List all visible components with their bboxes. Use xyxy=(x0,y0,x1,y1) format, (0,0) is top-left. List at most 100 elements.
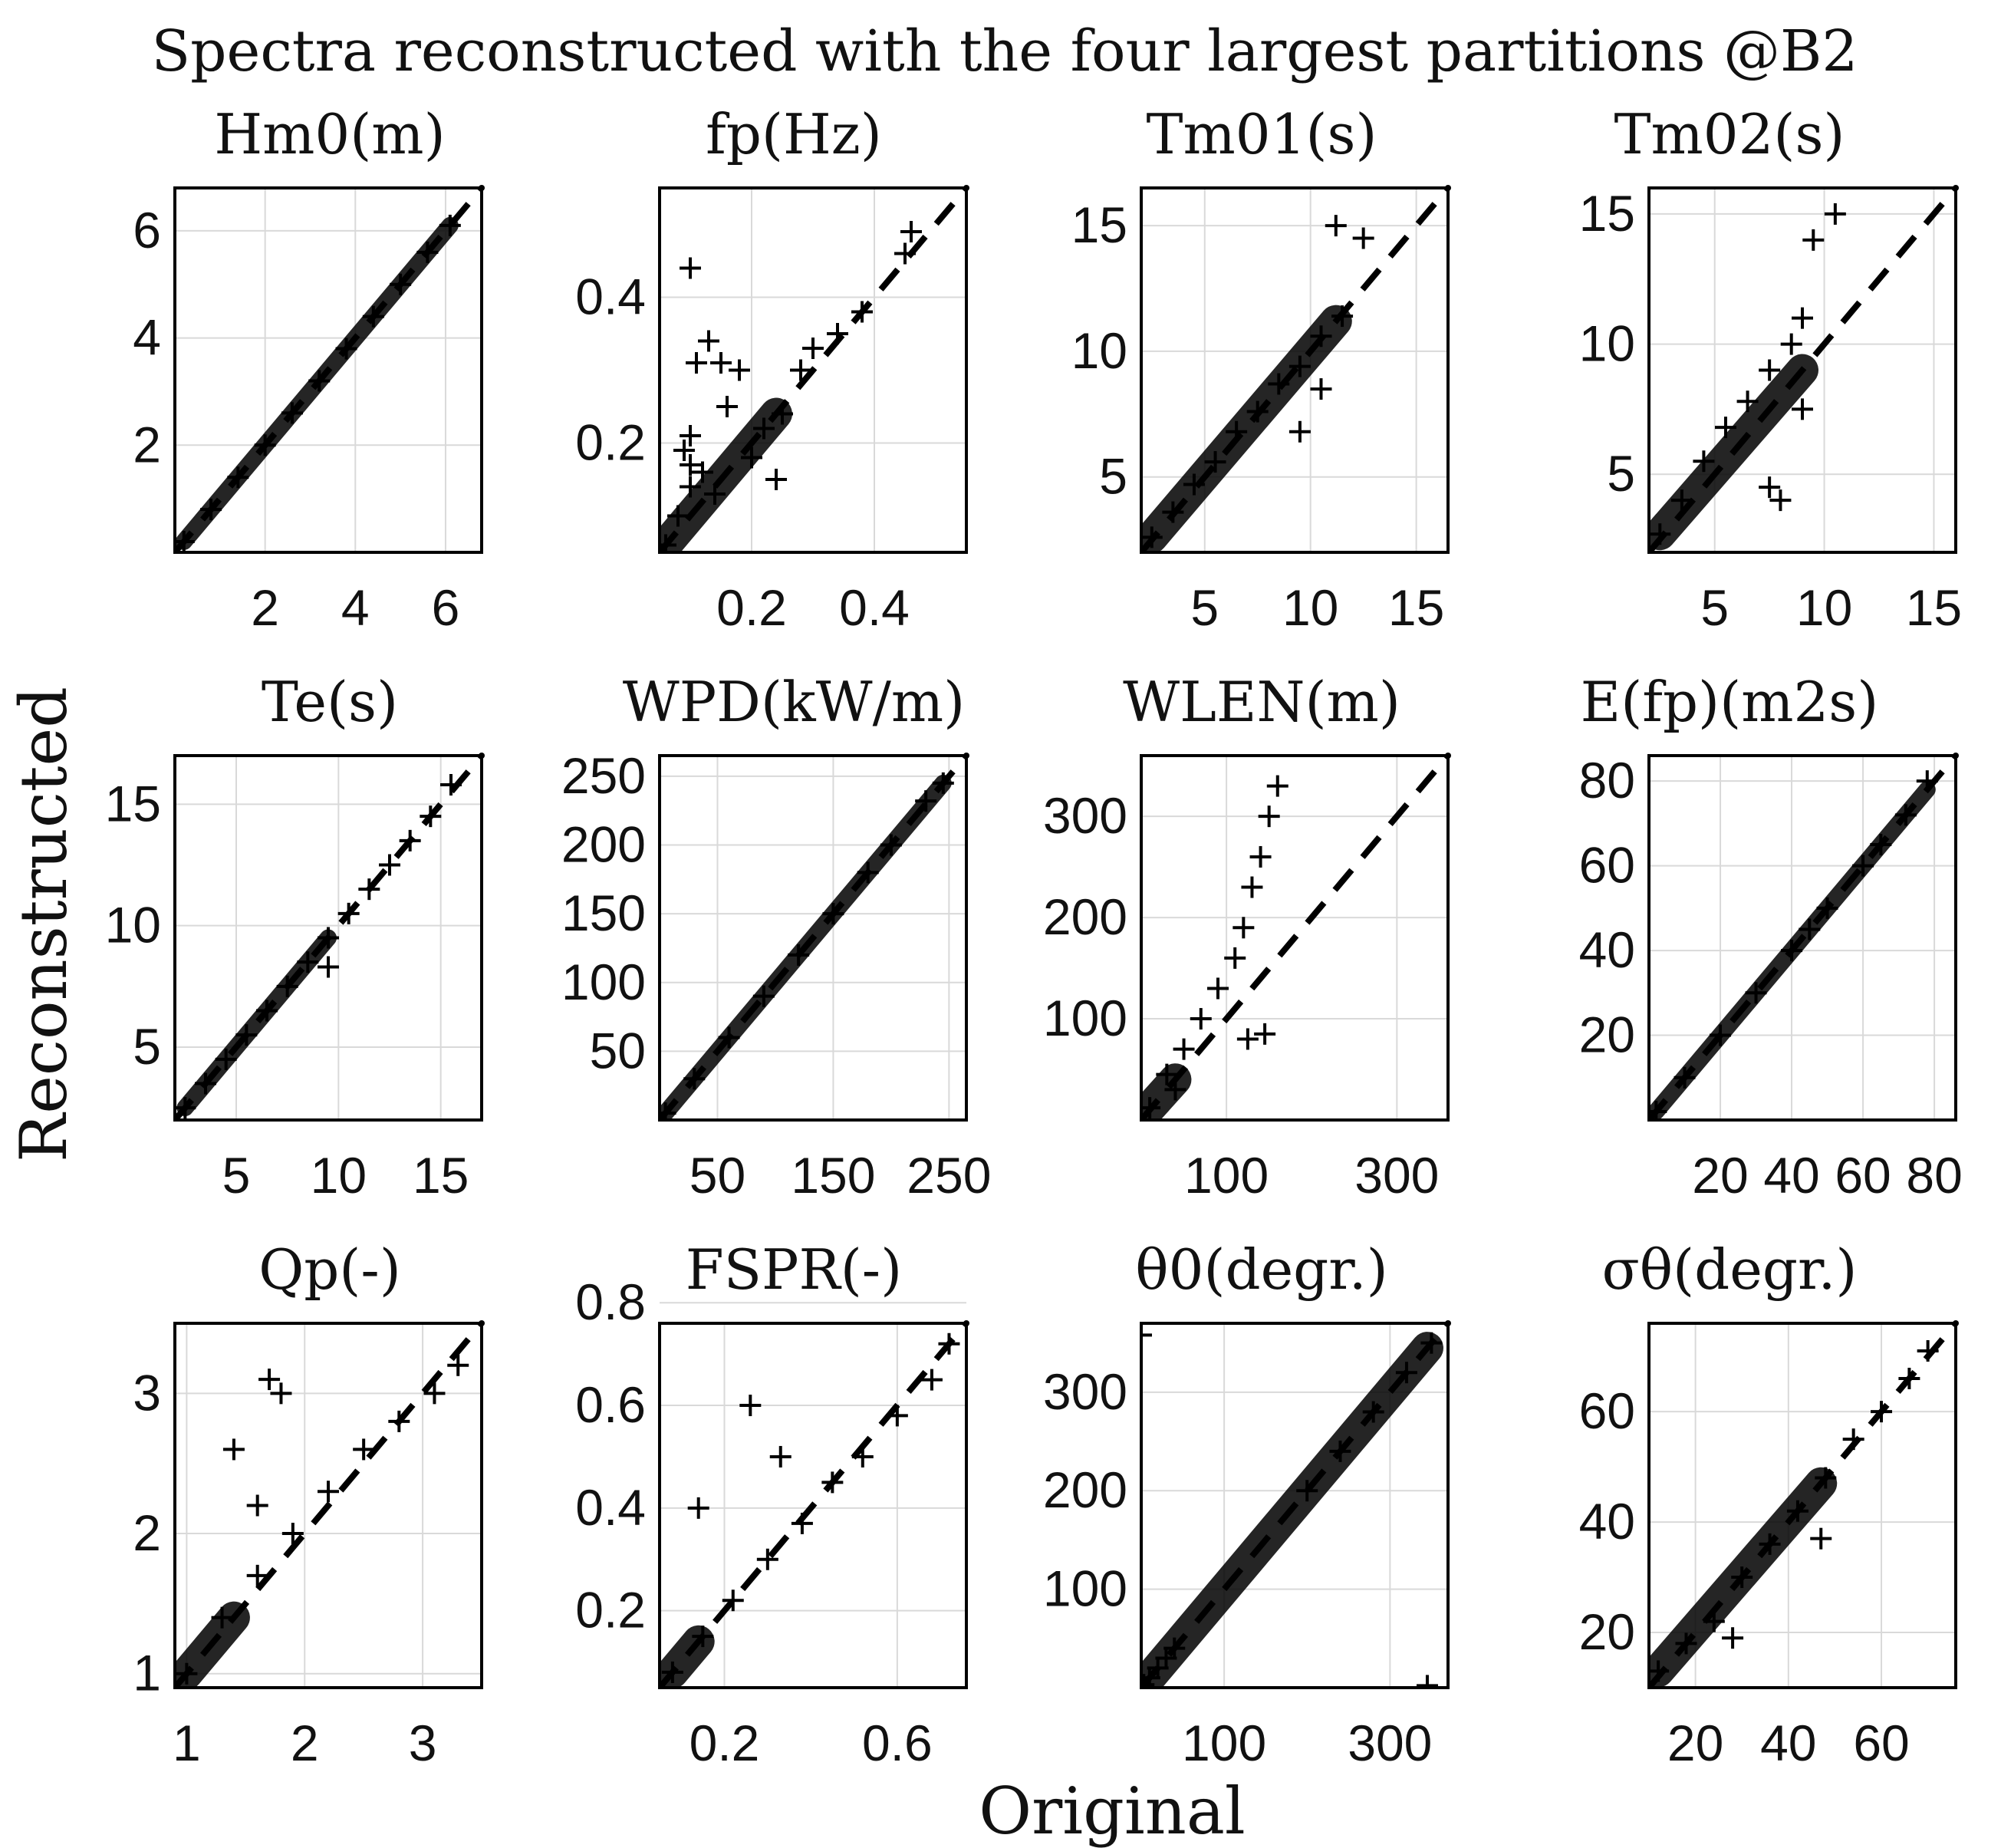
data-point xyxy=(1675,1632,1697,1655)
panel-title-theta0: θ0(degr.) xyxy=(1135,1237,1388,1302)
data-point xyxy=(1266,775,1288,797)
data-point xyxy=(667,505,689,527)
panel-title-wpd: WPD(kW/m) xyxy=(623,670,966,734)
y-axis-label: Reconstructed xyxy=(6,687,81,1162)
y-tick-label: 0.4 xyxy=(575,1479,646,1536)
plot-frame xyxy=(173,754,483,1122)
reference-line xyxy=(1141,756,1448,1120)
y-tick-label: 10 xyxy=(105,897,161,954)
data-point xyxy=(281,1523,304,1545)
y-tick-label: 20 xyxy=(1579,1006,1635,1063)
data-point xyxy=(1871,1401,1893,1423)
panel-7: 20 40 60 80 20 40 60 80 xyxy=(1579,752,1963,1204)
data-point xyxy=(857,861,879,884)
data-point xyxy=(686,352,707,374)
y-tick-label: 10 xyxy=(1579,315,1635,372)
data-point xyxy=(692,1626,714,1648)
corner-dot xyxy=(1953,1320,1959,1326)
y-tick-label: 3 xyxy=(133,1364,161,1421)
plot-area xyxy=(660,188,966,552)
panel-8: 1 2 3 1 2 3 xyxy=(133,1320,485,1771)
data-point xyxy=(1162,501,1184,523)
y-tick-label: 20 xyxy=(1579,1603,1635,1660)
data-point xyxy=(886,1405,908,1427)
y-tick-label: 60 xyxy=(1579,1382,1635,1439)
panel-title-hm0: Hm0(m) xyxy=(214,102,445,166)
corner-dot xyxy=(963,1320,969,1326)
x-tick-label: 10 xyxy=(1282,579,1338,636)
y-tick-label: 6 xyxy=(133,202,161,259)
data-point xyxy=(1249,845,1272,868)
y-tick-label: 200 xyxy=(1043,888,1127,945)
data-point xyxy=(1310,378,1332,400)
data-point xyxy=(353,1438,375,1461)
data-point xyxy=(851,1445,874,1468)
y-tick-label: 0.4 xyxy=(575,268,646,325)
data-point xyxy=(308,370,331,392)
data-point xyxy=(1204,451,1226,473)
corner-dot xyxy=(963,185,969,191)
data-point xyxy=(1842,1428,1864,1451)
data-point xyxy=(1781,940,1803,962)
data-point xyxy=(281,402,303,424)
x-tick-label: 15 xyxy=(413,1147,469,1204)
dense-band xyxy=(1649,354,1818,551)
data-point xyxy=(822,903,844,925)
y-tick-label: 40 xyxy=(1579,921,1635,978)
data-point xyxy=(683,1068,706,1090)
data-point xyxy=(1786,1500,1808,1522)
data-point xyxy=(337,902,360,924)
data-point xyxy=(660,1102,676,1120)
data-point xyxy=(379,854,400,876)
x-tick-label: 6 xyxy=(432,579,460,636)
x-tick-label: 300 xyxy=(1348,1715,1432,1771)
panel-3: 5 10 15 5 10 15 xyxy=(1579,185,1963,636)
dense-band xyxy=(1141,1063,1192,1120)
plot-frame xyxy=(1140,186,1450,554)
x-tick-label: 0.6 xyxy=(862,1715,933,1771)
data-point xyxy=(1731,1566,1753,1589)
y-tick-label: 100 xyxy=(561,954,646,1010)
dense-band xyxy=(660,397,792,552)
data-point xyxy=(1420,1332,1443,1354)
data-point xyxy=(175,1097,196,1119)
data-point xyxy=(673,440,695,461)
corner-dot xyxy=(963,753,969,759)
data-point xyxy=(246,1564,268,1586)
data-point xyxy=(227,466,249,489)
panel-9: 0.2 0.6 0.2 0.4 0.6 0.8 xyxy=(575,1273,969,1771)
x-tick-label: 0.2 xyxy=(716,579,787,636)
data-point xyxy=(440,774,462,796)
data-point xyxy=(698,330,719,352)
data-point xyxy=(297,951,319,973)
x-tick-label: 4 xyxy=(341,579,370,636)
data-point xyxy=(739,1395,762,1417)
x-tick-label: 20 xyxy=(1692,1147,1748,1204)
plot-frame xyxy=(1140,1322,1450,1689)
data-point xyxy=(175,531,195,552)
panel-title-fp: fp(Hz) xyxy=(706,102,882,166)
data-point xyxy=(1816,897,1838,919)
data-point xyxy=(1916,770,1938,792)
y-tick-label: 200 xyxy=(1043,1461,1127,1518)
y-tick-label: 15 xyxy=(1071,196,1127,253)
data-point xyxy=(827,323,848,344)
data-point xyxy=(416,241,439,263)
data-point xyxy=(894,242,916,265)
data-point xyxy=(1310,325,1332,348)
data-point xyxy=(1164,1079,1186,1101)
data-point xyxy=(1268,373,1290,395)
data-point xyxy=(246,1494,268,1517)
plot-area xyxy=(1141,1323,1448,1688)
data-point xyxy=(318,956,339,978)
data-point xyxy=(1759,1533,1781,1555)
plot-frame xyxy=(1647,1322,1957,1689)
data-point xyxy=(753,417,775,440)
x-tick-label: 150 xyxy=(791,1147,875,1204)
panel-title-te: Te(s) xyxy=(262,670,398,734)
data-point xyxy=(1233,917,1255,939)
data-point xyxy=(1254,1023,1276,1045)
data-point xyxy=(256,1000,278,1022)
panel-5: 50 150 250 50 100 150 200 250 xyxy=(561,747,992,1204)
